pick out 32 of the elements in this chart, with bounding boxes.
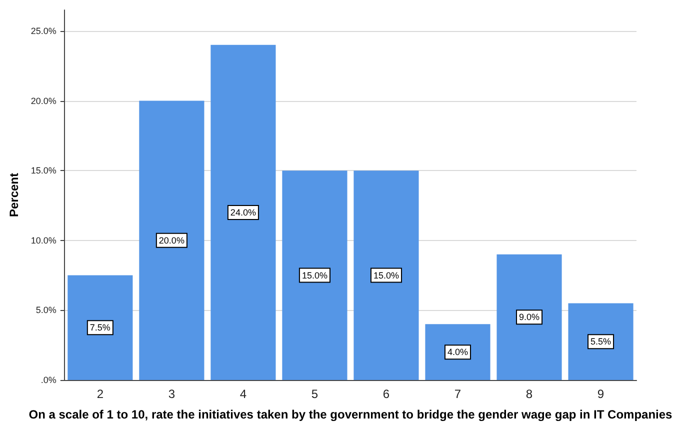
bar <box>282 170 348 380</box>
y-tick-label: 15.0% <box>30 166 56 176</box>
x-tick-label: 7 <box>454 387 462 401</box>
y-tick-label: 10.0% <box>30 235 56 246</box>
x-axis-title: On a scale of 1 to 10, rate the initiatives taken by the government to bridge the gender wage gap in IT Companies <box>28 408 673 422</box>
y-tick-label: .0% <box>40 375 56 385</box>
bar <box>68 275 133 380</box>
x-tick-label: 9 <box>597 387 604 401</box>
data-label: 9.0% <box>518 312 540 322</box>
x-tick-label: 5 <box>311 387 318 401</box>
data-label: 5.5% <box>590 336 612 347</box>
x-tick-label: 8 <box>526 387 533 401</box>
bar <box>139 100 204 380</box>
data-label: 15.0% <box>302 270 328 280</box>
bar <box>568 303 634 380</box>
data-label: 4.0% <box>447 347 468 358</box>
y-tick-label: 5.0% <box>36 305 56 316</box>
x-tick-label: 3 <box>168 387 176 401</box>
y-axis-title: Percent <box>7 172 21 218</box>
x-tick-label: 4 <box>240 387 247 401</box>
data-label: 24.0% <box>230 207 256 218</box>
bar <box>210 44 276 380</box>
data-label: 7.5% <box>90 322 110 333</box>
data-label: 20.0% <box>158 235 184 246</box>
y-tick-label: 25.0% <box>30 26 56 36</box>
x-tick-label: 2 <box>96 387 104 401</box>
x-tick-label: 6 <box>382 387 390 401</box>
bar <box>354 170 419 380</box>
bar <box>425 324 490 380</box>
data-label: 15.0% <box>373 270 399 280</box>
bar <box>496 254 562 380</box>
y-tick-label: 20.0% <box>30 96 56 106</box>
